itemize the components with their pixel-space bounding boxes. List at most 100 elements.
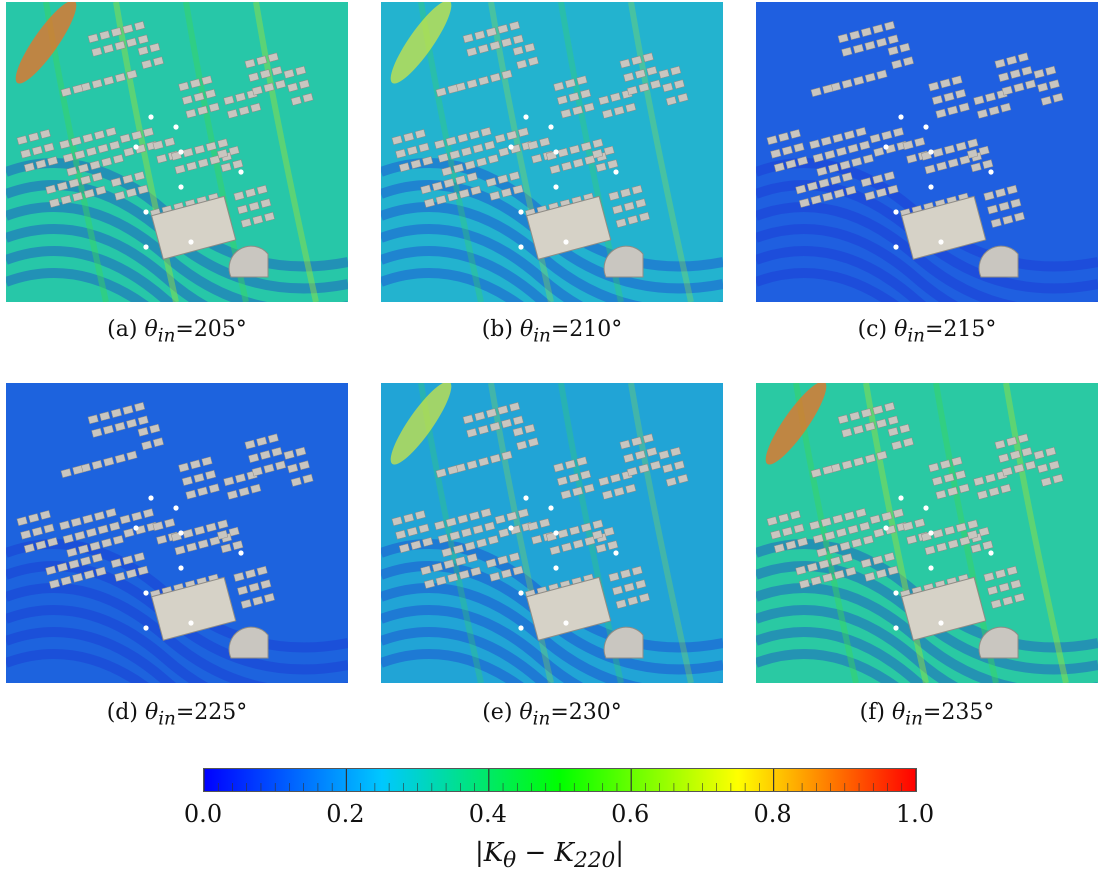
colorbar-tick-label: 1.0 [895,800,935,828]
building [627,215,639,225]
building [487,535,499,545]
building [609,473,622,484]
building [287,463,299,474]
wake-streak [6,627,177,683]
building [843,511,856,521]
building [134,402,146,412]
building [928,81,940,92]
building [484,521,496,532]
probe-point [898,114,904,120]
building [509,402,521,412]
building [601,489,614,500]
building [74,149,86,160]
building [197,486,209,497]
building [837,33,849,44]
building [197,158,209,168]
building [256,184,268,195]
building [592,519,604,530]
probe-point [988,550,994,556]
probe-point [508,144,514,150]
building [864,40,876,51]
building [983,191,995,201]
building [489,453,501,464]
building [1002,215,1014,225]
building [564,78,576,89]
building [613,105,625,116]
building [443,559,455,570]
building [584,155,596,165]
building [1010,198,1022,209]
colorbar-tick-label: 0.8 [753,800,792,828]
building [506,130,518,141]
building [101,157,113,167]
building [16,135,28,146]
building [501,450,513,461]
campus-building [901,195,987,260]
building [939,459,951,470]
building [501,418,513,429]
probe-point [178,149,184,155]
building [951,75,963,86]
building [418,523,430,534]
building [423,198,436,208]
building [852,424,864,435]
building [137,45,149,56]
building [62,533,74,544]
building [462,33,474,44]
building [462,414,474,425]
building [28,132,40,142]
building [615,599,627,609]
building [832,133,844,143]
building [984,473,997,484]
building [263,82,275,93]
wake-streak [381,627,552,683]
building [95,185,107,196]
building [464,160,476,170]
caption-c: (c) θin=215° [857,317,997,347]
building [998,201,1010,212]
building [970,543,982,554]
building [619,58,631,69]
building [489,421,501,432]
building [391,516,403,527]
building [891,59,903,70]
hotspot [765,383,827,465]
building [185,489,197,500]
building [959,155,971,165]
building [569,525,581,536]
building [549,545,561,556]
building [494,514,506,525]
building [431,562,444,573]
building [625,483,637,494]
building [122,24,134,34]
building [841,553,853,563]
building [237,585,249,596]
building [152,521,164,532]
building [472,524,484,535]
building [569,144,581,155]
building [568,92,580,102]
building [233,191,245,201]
building [598,95,610,106]
building [818,559,830,570]
building [778,513,790,523]
building [673,79,685,90]
building [122,174,134,184]
building [531,534,543,545]
building [103,75,115,86]
building [23,162,35,173]
building [16,516,28,527]
building [1037,463,1049,474]
building [82,514,94,524]
building-layer [391,402,689,641]
building [1000,483,1012,494]
building [872,555,884,565]
building [887,426,899,437]
building [649,79,662,90]
panel-a [6,2,348,302]
building [677,473,689,484]
building [35,540,47,550]
building [77,163,90,174]
panel-f [756,383,1098,683]
probe-point [238,169,244,175]
